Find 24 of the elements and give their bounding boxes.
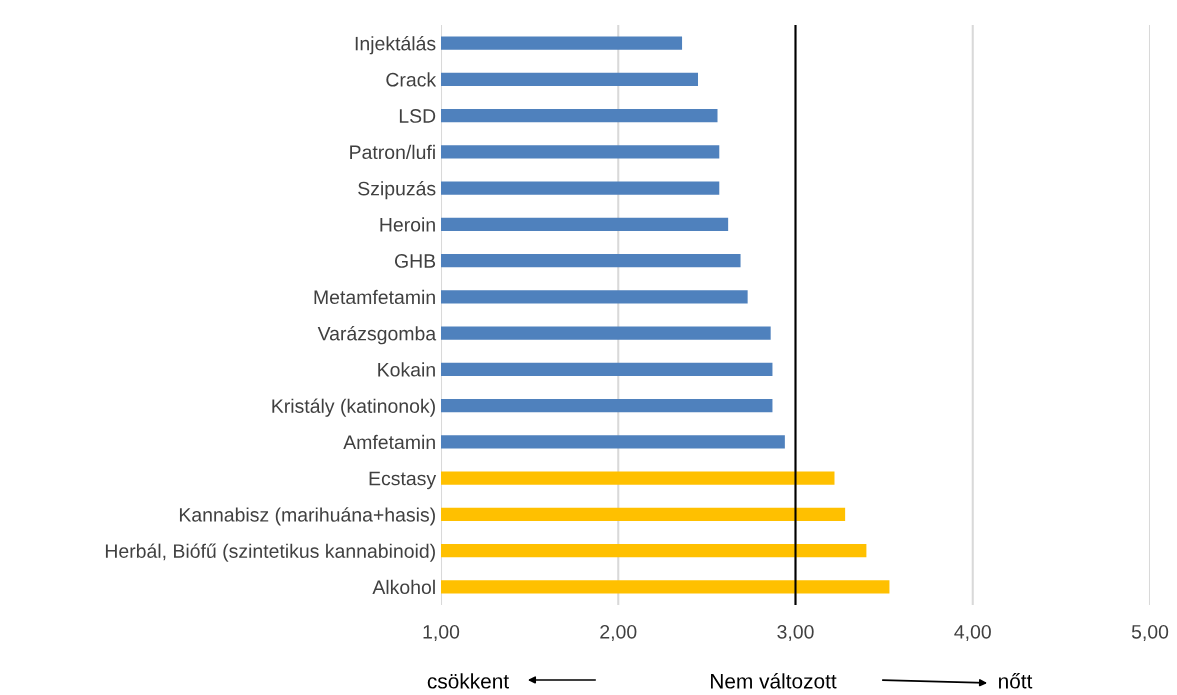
y-tick-label: Amfetamin xyxy=(343,434,435,450)
y-tick-label: LSD xyxy=(399,109,436,123)
y-tick-label: Varázsgomba xyxy=(317,325,437,345)
x-tick-label: 5,00 xyxy=(1131,624,1169,642)
y-tick-label: GHB xyxy=(394,254,436,268)
text: Nem változott xyxy=(711,673,837,689)
y-tick-label: Alkohol xyxy=(372,579,435,595)
text: csökkent xyxy=(427,673,509,689)
y-tick-label: Kristály (katinonok) xyxy=(272,398,435,417)
y-tick-label: Ecstasy xyxy=(369,471,437,490)
y-tick-label: Metamfetamin xyxy=(314,289,435,305)
y-tick-label: Kokain xyxy=(378,362,435,377)
text: nőtt xyxy=(999,673,1033,689)
y-tick-label: Crack xyxy=(386,72,437,87)
y-tick-label: Patron/lufi xyxy=(350,144,435,160)
y-tick-label: Heroin xyxy=(380,217,435,232)
x-tick-label: 2,00 xyxy=(600,624,637,642)
y-tick-label: Kannabisz (marihuána+hasis) xyxy=(179,507,435,526)
y-tick-label: Injektálás xyxy=(355,35,436,55)
x-tick-label: 1,00 xyxy=(423,624,460,642)
x-tick-label: 3,00 xyxy=(777,624,814,642)
y-tick-label: Szipuzás xyxy=(358,180,436,200)
x-tick-label: 4,00 xyxy=(954,624,991,642)
y-tick-label: Herbál, Biófű (szintetikus kannabinoid) xyxy=(105,543,435,562)
